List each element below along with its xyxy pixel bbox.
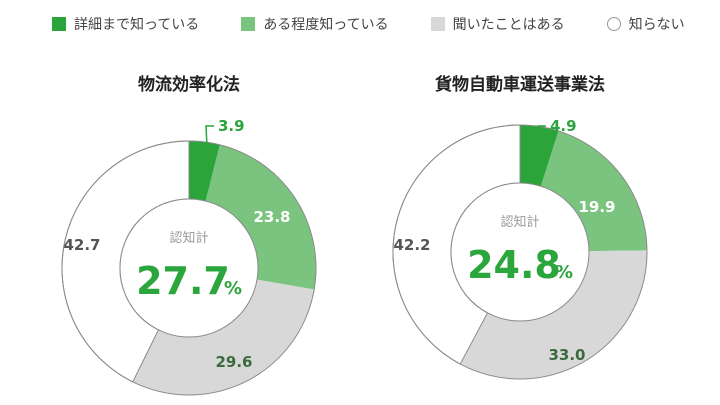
value-label-4: 42.2 — [393, 236, 430, 254]
donut-chart-1: 物流効率化法 3.9 23.8 29.6 42.7 認知計 27.7% — [61, 74, 317, 396]
chart-title: 物流効率化法 — [138, 74, 240, 95]
legend-swatch-detail — [52, 17, 66, 31]
legend-label-unknown: 知らない — [628, 17, 685, 33]
value-label-2: 23.8 — [253, 208, 290, 226]
legend-item-detail: 詳細まで知っている — [52, 14, 199, 34]
legend-label-some: ある程度知っている — [263, 17, 389, 33]
donut-segment-3 — [460, 250, 647, 380]
legend-item-some: ある程度知っている — [241, 14, 389, 34]
donut-outer-outline — [392, 124, 648, 380]
value-label-3: 29.6 — [215, 353, 252, 371]
value-label-2: 19.9 — [578, 198, 615, 216]
center-label: 認知計 — [169, 230, 208, 246]
donut-segment-2 — [205, 144, 316, 290]
donut-inner-outline — [119, 198, 259, 338]
legend-swatch-heard — [430, 17, 445, 31]
chart-title: 貨物自動車運送事業法 — [435, 74, 605, 95]
donut-segment-1 — [520, 125, 559, 187]
legend-item-heard: 聞いたことはある — [430, 14, 565, 34]
legend-label-heard: 聞いたことはある — [452, 17, 565, 33]
center-label: 認知計 — [500, 214, 539, 230]
donut-inner-outline — [450, 182, 590, 322]
leader-line — [205, 125, 214, 148]
donut-segment-2 — [540, 130, 647, 252]
center-unit: % — [224, 278, 242, 299]
value-label-1: 4.9 — [550, 117, 577, 135]
center-value: 27.7 — [136, 259, 230, 303]
legend: 詳細まで知っている ある程度知っている 聞いたことはある 知らない — [52, 14, 700, 34]
value-label-1: 3.9 — [218, 117, 245, 135]
donut-segment-1 — [189, 141, 220, 202]
legend-swatch-unknown — [606, 17, 621, 31]
legend-label-detail: 詳細まで知っている — [74, 17, 200, 33]
legend-swatch-some — [241, 17, 256, 31]
center-unit: % — [555, 262, 573, 283]
leader-line — [537, 125, 546, 131]
value-label-4: 42.7 — [63, 236, 100, 254]
value-label-3: 33.0 — [548, 346, 585, 364]
donut-chart-2: 貨物自動車運送事業法 4.9 19.9 33.0 42.2 認知計 24.8% — [392, 74, 648, 380]
legend-item-unknown: 知らない — [606, 14, 685, 34]
donut-outer-outline — [61, 140, 317, 396]
center-value: 24.8 — [467, 243, 561, 287]
